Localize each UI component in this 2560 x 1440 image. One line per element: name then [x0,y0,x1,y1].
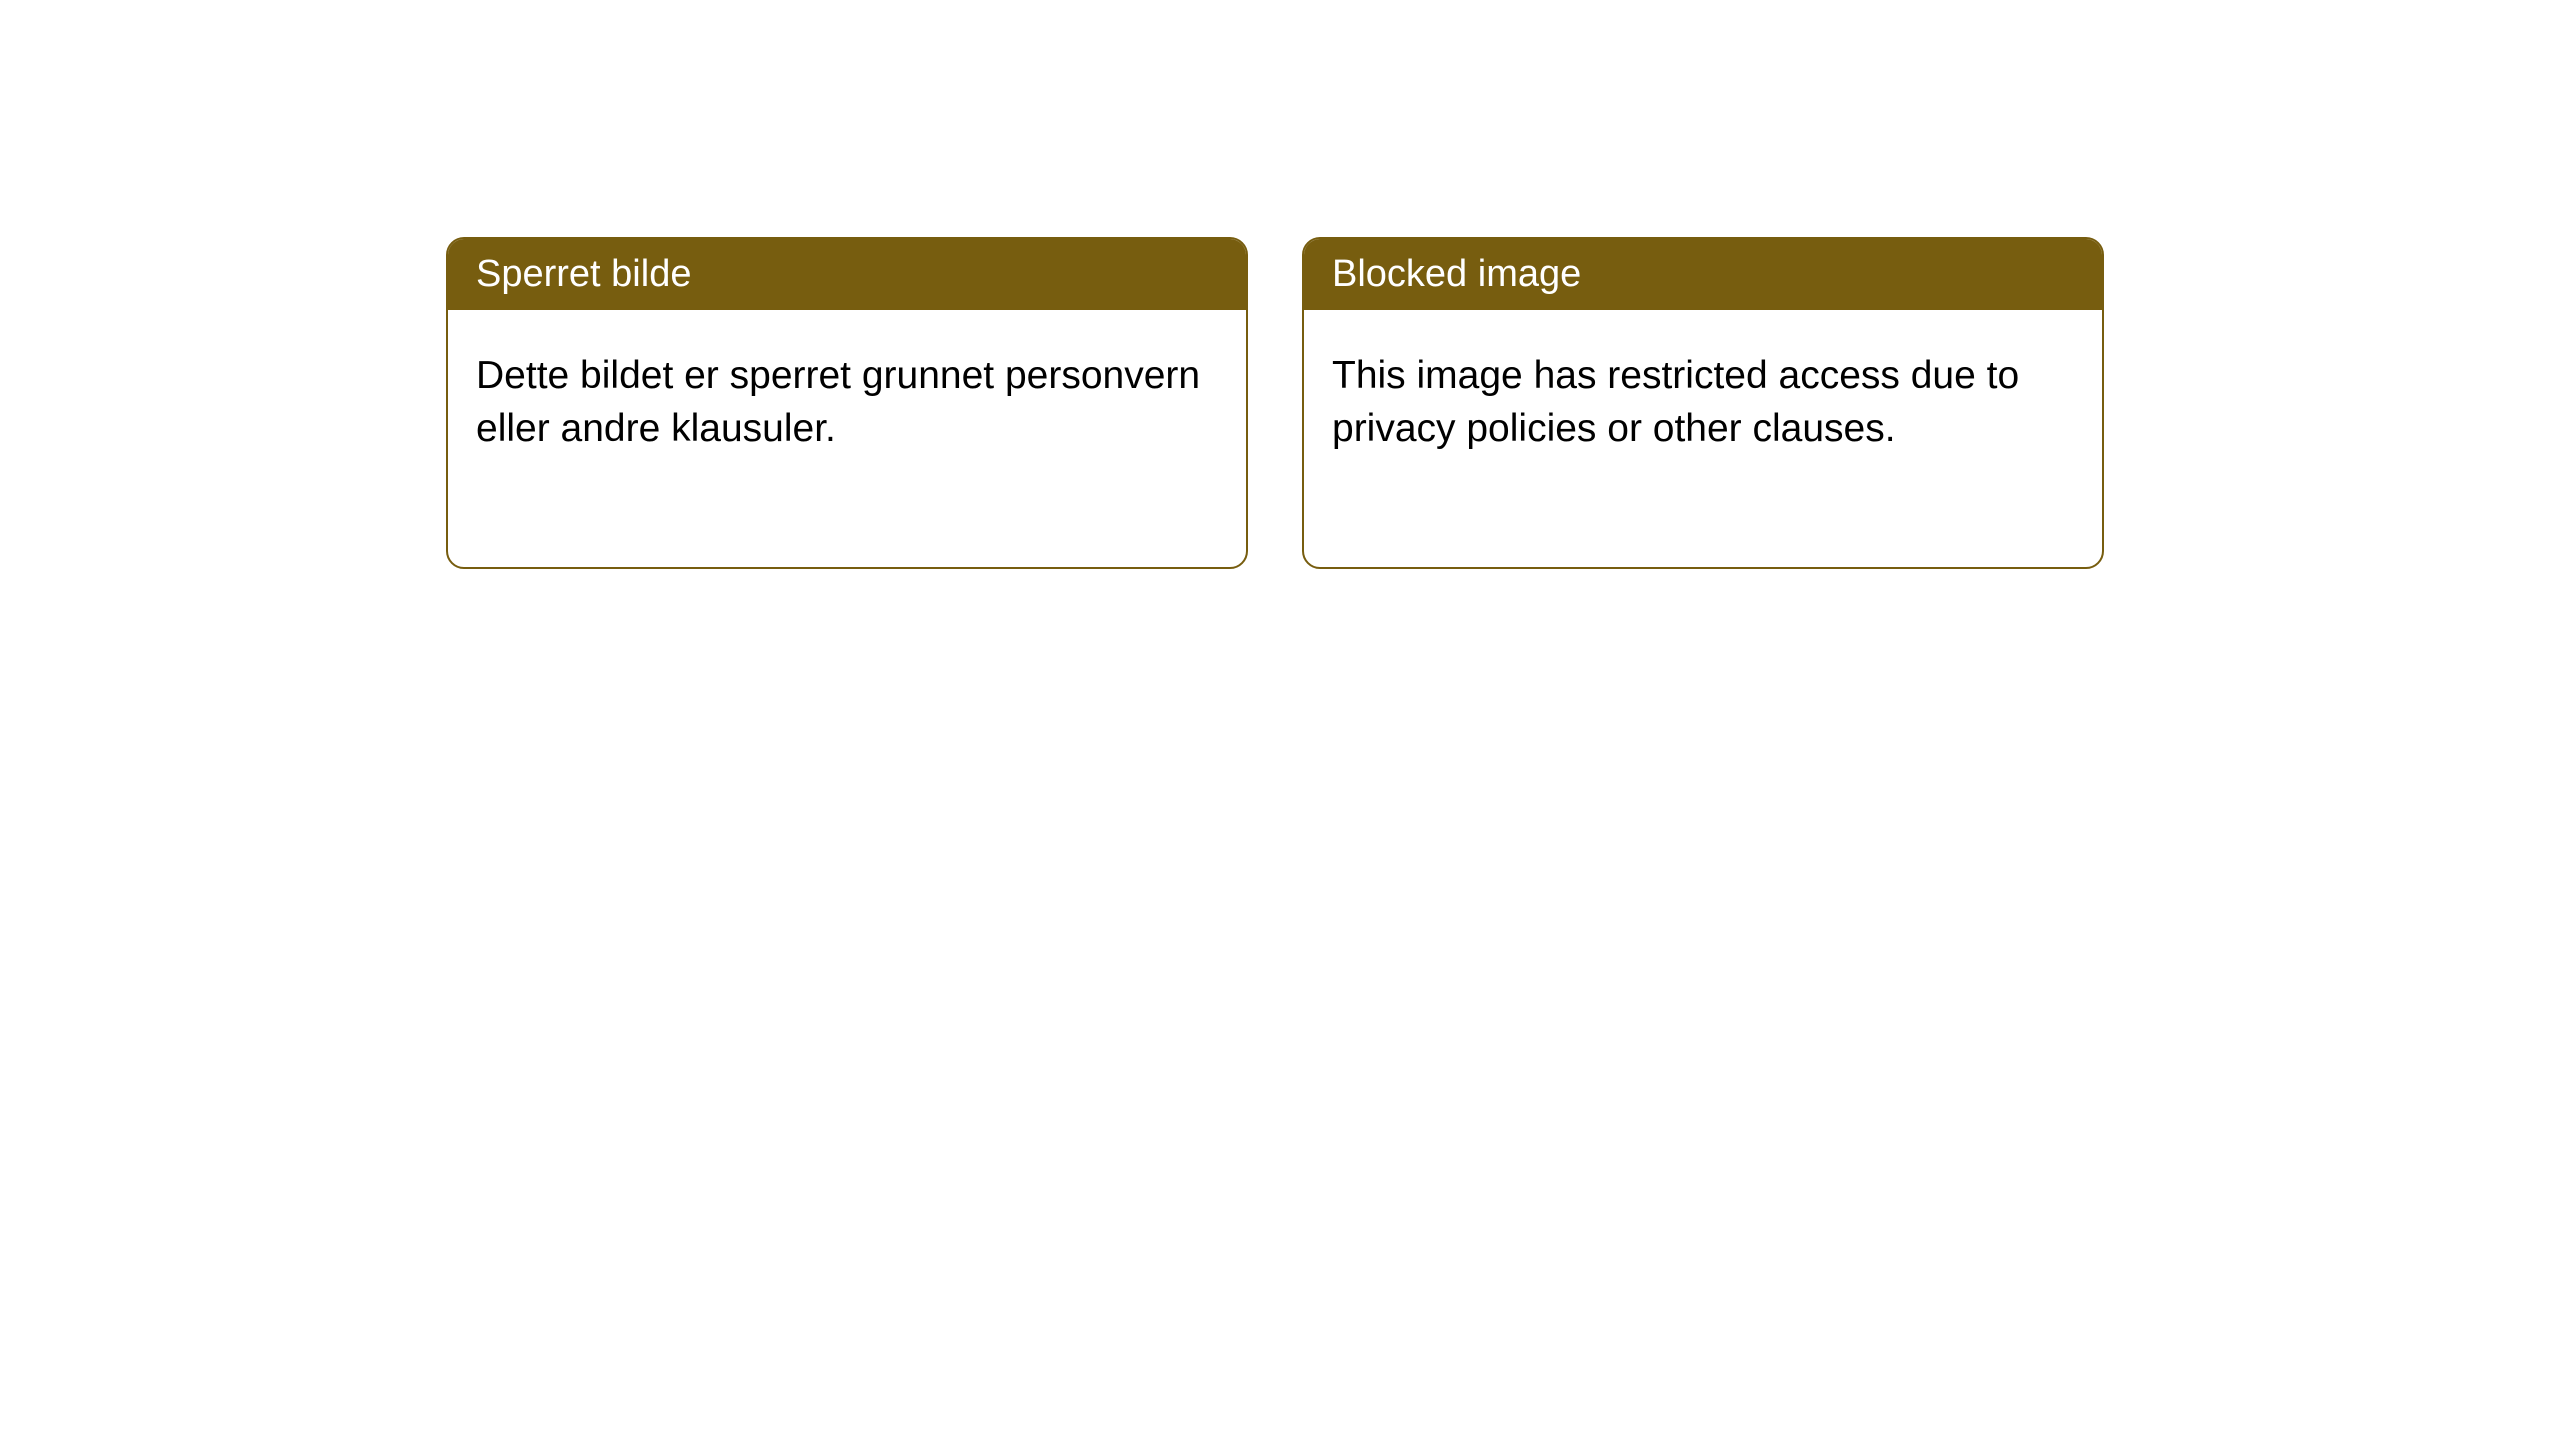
blocked-image-card-en: Blocked image This image has restricted … [1302,237,2104,569]
blocked-image-card-no: Sperret bilde Dette bildet er sperret gr… [446,237,1248,569]
blocked-image-cards: Sperret bilde Dette bildet er sperret gr… [446,237,2560,569]
card-body-en: This image has restricted access due to … [1304,310,2102,495]
card-title-en: Blocked image [1304,239,2102,310]
card-body-no: Dette bildet er sperret grunnet personve… [448,310,1246,495]
card-title-no: Sperret bilde [448,239,1246,310]
